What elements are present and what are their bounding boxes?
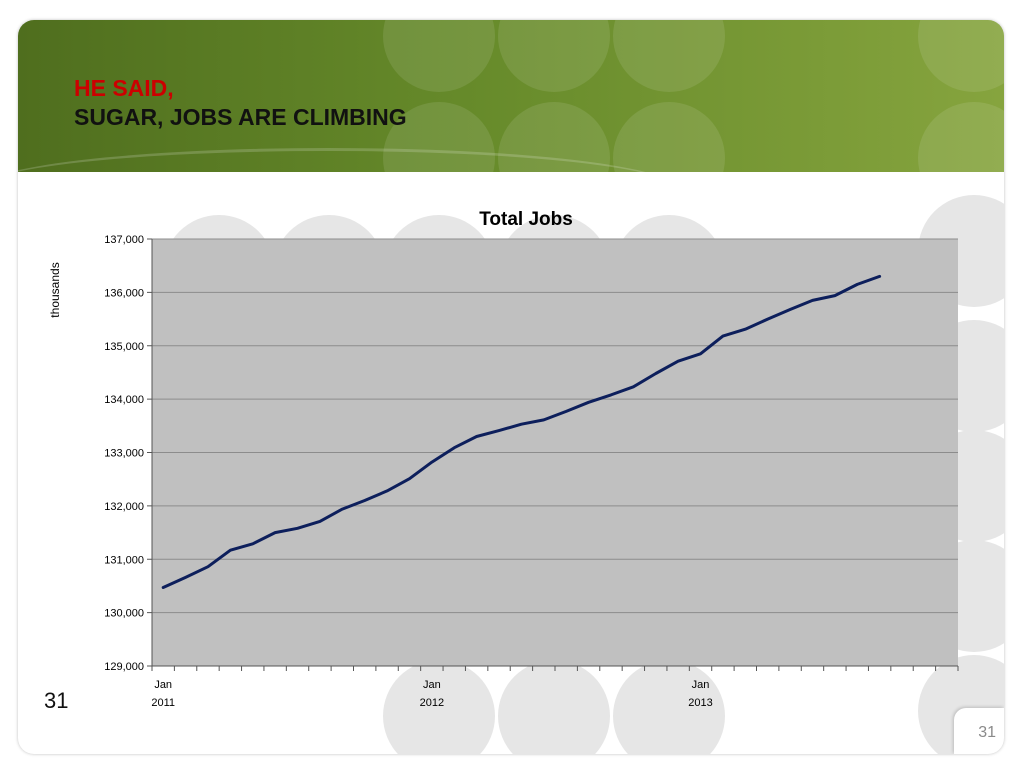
- y-tick-label: 136,000: [104, 287, 144, 299]
- x-tick-label: 2012: [420, 697, 444, 709]
- y-tick-label: 135,000: [104, 341, 144, 353]
- x-tick-label: 2011: [151, 697, 175, 709]
- decor-bubble: [613, 660, 725, 754]
- y-tick-label: 133,000: [104, 448, 144, 460]
- y-axis-label: thousands: [48, 262, 62, 317]
- plot-area: 129,000 130,000 131,000 132,000 133,000 134,0…: [104, 234, 959, 709]
- x-tick-label: Jan: [423, 679, 441, 691]
- decor-bubble: [383, 660, 495, 754]
- y-tick-label: 130,000: [104, 608, 144, 620]
- slide-title: HE SAID, SUGAR, JOBS ARE CLIMBING: [74, 74, 407, 132]
- x-tick-label: Jan: [154, 679, 172, 691]
- y-tick-label: 131,000: [104, 554, 144, 566]
- y-tick-label: 137,000: [104, 234, 144, 246]
- y-tick-label: 132,000: [104, 501, 144, 513]
- page-number-tab: [954, 708, 1004, 754]
- slide-title-line1: HE SAID,: [74, 75, 174, 101]
- page-number-corner: 31: [978, 724, 996, 741]
- title-banner: [18, 20, 1004, 172]
- page-number: 31: [44, 688, 69, 713]
- y-tick-label: 134,000: [104, 394, 144, 406]
- slide-title-line2: SUGAR, JOBS ARE CLIMBING: [74, 104, 407, 130]
- series-line-total-jobs: [161, 274, 882, 589]
- chart-title: Total Jobs: [479, 209, 573, 230]
- x-tick-label: Jan: [692, 679, 710, 691]
- x-tick-label: 2013: [688, 697, 712, 709]
- decor-bubble: [498, 660, 610, 754]
- y-tick-label: 129,000: [104, 661, 144, 673]
